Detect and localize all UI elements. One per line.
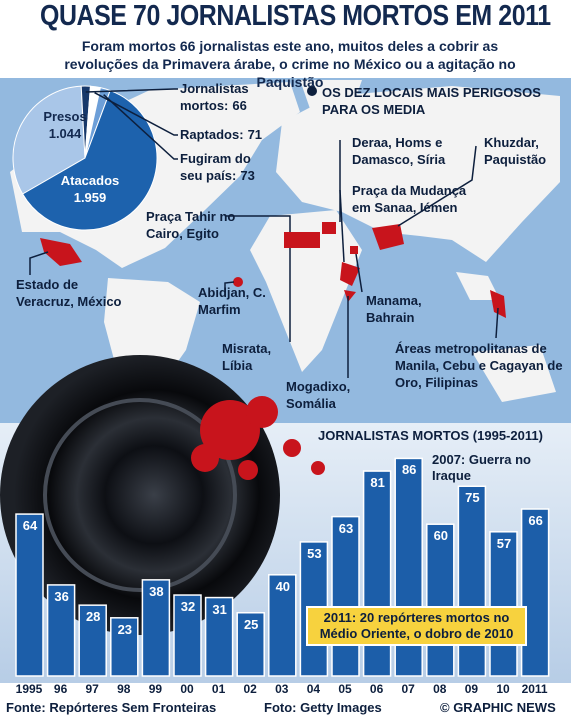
- location-label: Misrata, Líbia: [222, 341, 272, 373]
- leader-lines: [29, 140, 499, 378]
- x-tick-label: 05: [338, 682, 352, 696]
- bar: [15, 513, 44, 677]
- x-tick-label: 10: [496, 682, 510, 696]
- location-label: Abidjan, C. Marfim: [198, 285, 266, 317]
- x-tick-label: 03: [275, 682, 289, 696]
- pie-value-label: 66: [232, 98, 247, 113]
- x-tick-label: 06: [369, 682, 384, 696]
- leader-line: [103, 94, 178, 160]
- bar-value-label: 40: [275, 578, 291, 594]
- x-tick-label: 1995: [15, 682, 43, 696]
- blood-splatter: [191, 396, 325, 480]
- pie-value-label: 1.959: [73, 190, 107, 205]
- location-label: Praça Tahir no Cairo, Egito: [146, 209, 236, 241]
- bar-chart-title: JORNALISTAS MORTOS (1995-2011): [318, 428, 543, 443]
- bar: [520, 508, 550, 677]
- bar-value-label: 36: [54, 588, 69, 604]
- pie-category: Jornalistas mortos:: [180, 81, 249, 113]
- x-tick-label: 07: [401, 682, 415, 696]
- pie-slice: [12, 85, 86, 195]
- bar: [426, 523, 455, 677]
- bar-value-label: 28: [85, 609, 101, 625]
- bar-value-label: 38: [149, 583, 164, 599]
- bar-value-label: 57: [496, 535, 512, 551]
- location-label: Khuzdar, Paquistão: [484, 135, 547, 167]
- pie-category: Fugiram do seu país:: [180, 151, 251, 183]
- location-markers: [40, 222, 506, 318]
- location-label: Praça da Mudança em Sanaa, Iémen: [352, 183, 467, 215]
- location-label: Estado de Veracruz, México: [16, 277, 122, 309]
- x-tick-label: 08: [433, 682, 447, 696]
- bar: [457, 485, 487, 677]
- footer-source: Fonte: Repórteres Sem Fronteiras: [6, 700, 217, 715]
- x-tick-label: 98: [117, 682, 131, 696]
- title: QUASE 70 JORNALISTAS MORTOS EM 2011: [39, 0, 551, 32]
- pie-category: Atacados: [60, 173, 120, 188]
- pie-value-label: 71: [247, 127, 263, 142]
- pie-label: Atacados 1.959: [55, 172, 125, 206]
- bar: [204, 596, 234, 677]
- location-label: Áreas metropolitanas de Manila, Cebu e C…: [395, 341, 563, 390]
- x-tick-label: 04: [306, 682, 321, 696]
- pie-chart: [12, 85, 178, 231]
- bar-value-label: 53: [307, 545, 322, 561]
- map-heading: OS DEZ LOCAIS MAIS PERIGOSOS PARA OS MED…: [322, 85, 541, 117]
- legend-bullet: [307, 86, 317, 96]
- bar: [236, 612, 265, 677]
- pie-value-label: 1.044: [48, 126, 82, 141]
- bar: [46, 584, 76, 677]
- subtitle: Foram mortos 66 jornalistas este ano, mu…: [64, 38, 516, 90]
- footer-credit: © GRAPHIC NEWS: [440, 700, 556, 715]
- annotation: 2007: Guerra no Iraque: [432, 452, 531, 483]
- leader-line: [94, 92, 178, 136]
- location-label: Manama, Bahrain: [366, 293, 422, 325]
- bar: [173, 594, 202, 677]
- x-tick-label: 96: [53, 682, 68, 696]
- location-label: Mogadixo, Somália: [286, 379, 351, 411]
- pie-slice: [21, 89, 158, 231]
- pie-label: Presos 1.044: [30, 108, 100, 142]
- bar-value-label: 31: [212, 601, 227, 617]
- x-tick-label: 09: [464, 682, 479, 696]
- x-tick-label: 97: [85, 682, 99, 696]
- bar-value-label: 32: [180, 599, 196, 615]
- leader-line: [85, 88, 178, 93]
- bar: [141, 579, 171, 677]
- x-tick-label: 2011: [521, 682, 548, 696]
- bar-value-label: 86: [401, 462, 417, 478]
- x-tick-label: 02: [243, 682, 257, 696]
- bar-value-label: 66: [528, 513, 543, 529]
- location-label: Deraa, Homs e Damasco, Síria: [352, 135, 446, 167]
- bar: [110, 617, 139, 677]
- bar-value-label: 63: [338, 520, 354, 536]
- bar: [78, 604, 107, 677]
- pie-value-label: 73: [240, 168, 255, 183]
- bar: [331, 515, 360, 677]
- pie-category: Presos: [43, 109, 87, 124]
- annotation: 2011: 20 repórteres mortos no Médio Orie…: [306, 606, 527, 646]
- bar-value-label: 60: [433, 528, 449, 544]
- bar: [268, 574, 297, 677]
- pie-label: Fugiram do seu país: 73: [180, 150, 275, 184]
- bar-value-label: 25: [243, 616, 259, 632]
- bar-value-label: 23: [117, 621, 133, 637]
- x-tick-label: 01: [211, 682, 226, 696]
- bar-value-label: 81: [370, 475, 385, 491]
- pie-label: Raptados: 71: [180, 126, 280, 143]
- bar-value-label: 64: [22, 518, 38, 534]
- bar: [489, 531, 518, 677]
- pie-category: Raptados:: [180, 127, 244, 142]
- footer-photo: Foto: Getty Images: [264, 700, 382, 715]
- pie-label: Jornalistas mortos: 66: [180, 80, 280, 114]
- x-tick-label: 99: [148, 682, 163, 696]
- lens-ring: [43, 398, 237, 592]
- bar-value-label: 75: [465, 490, 480, 506]
- x-tick-label: 00: [180, 682, 194, 696]
